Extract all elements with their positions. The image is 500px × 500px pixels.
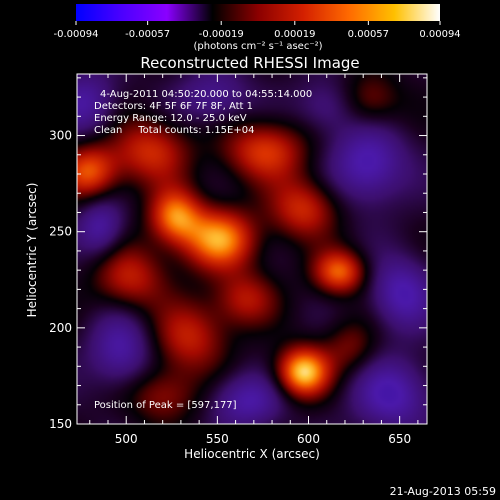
y-axis-label: Heliocentric Y (arcsec) (25, 183, 39, 318)
colorbar-units-label: (photons cm⁻² s⁻¹ asec⁻²) (193, 41, 322, 52)
annotation-peak: Position of Peak = [597,177] (94, 400, 237, 411)
x-tick-label: 550 (206, 432, 229, 446)
colorbar-tick-label: 0.00057 (348, 29, 389, 40)
colorbar-tick-label: -0.00019 (199, 29, 244, 40)
colorbar-tick-label: 0.00019 (274, 29, 315, 40)
x-axis: 500 550 600 650 (89, 74, 419, 446)
colorbar-tick-label: -0.00094 (54, 29, 99, 40)
y-tick-label: 200 (49, 321, 72, 335)
colorbar-tick-label: -0.00057 (125, 29, 170, 40)
annotation-energy: Energy Range: 12.0 - 25.0 keV (94, 113, 247, 124)
plot-frame (76, 73, 428, 425)
x-tick-label: 650 (388, 432, 411, 446)
x-tick-label: 600 (297, 432, 320, 446)
x-axis-label: Heliocentric X (arcsec) (184, 447, 320, 461)
annotation-detectors: Detectors: 4F 5F 6F 7F 8F, Att 1 (94, 101, 253, 112)
y-tick-label: 250 (49, 225, 72, 239)
y-tick-label: 150 (49, 417, 72, 431)
annotation-time: 4-Aug-2011 04:50:20.000 to 04:55:14.000 (100, 89, 312, 100)
colorbar-tick-label: 0.00094 (419, 29, 460, 40)
y-axis: 150 200 250 300 (49, 77, 427, 431)
colorbar (76, 4, 440, 21)
chart-title: Reconstructed RHESSI Image (140, 54, 359, 72)
footer-timestamp: 21-Aug-2013 05:59 (390, 485, 496, 498)
y-tick-label: 300 (49, 129, 72, 143)
x-tick-label: 500 (115, 432, 138, 446)
heatmap-image (77, 74, 427, 424)
colorbar-ticks: -0.00094 -0.00057 -0.00019 0.00019 0.00057 0.… (54, 21, 461, 40)
annotation-clean: Clean Total counts: 1.15E+04 (94, 125, 254, 136)
